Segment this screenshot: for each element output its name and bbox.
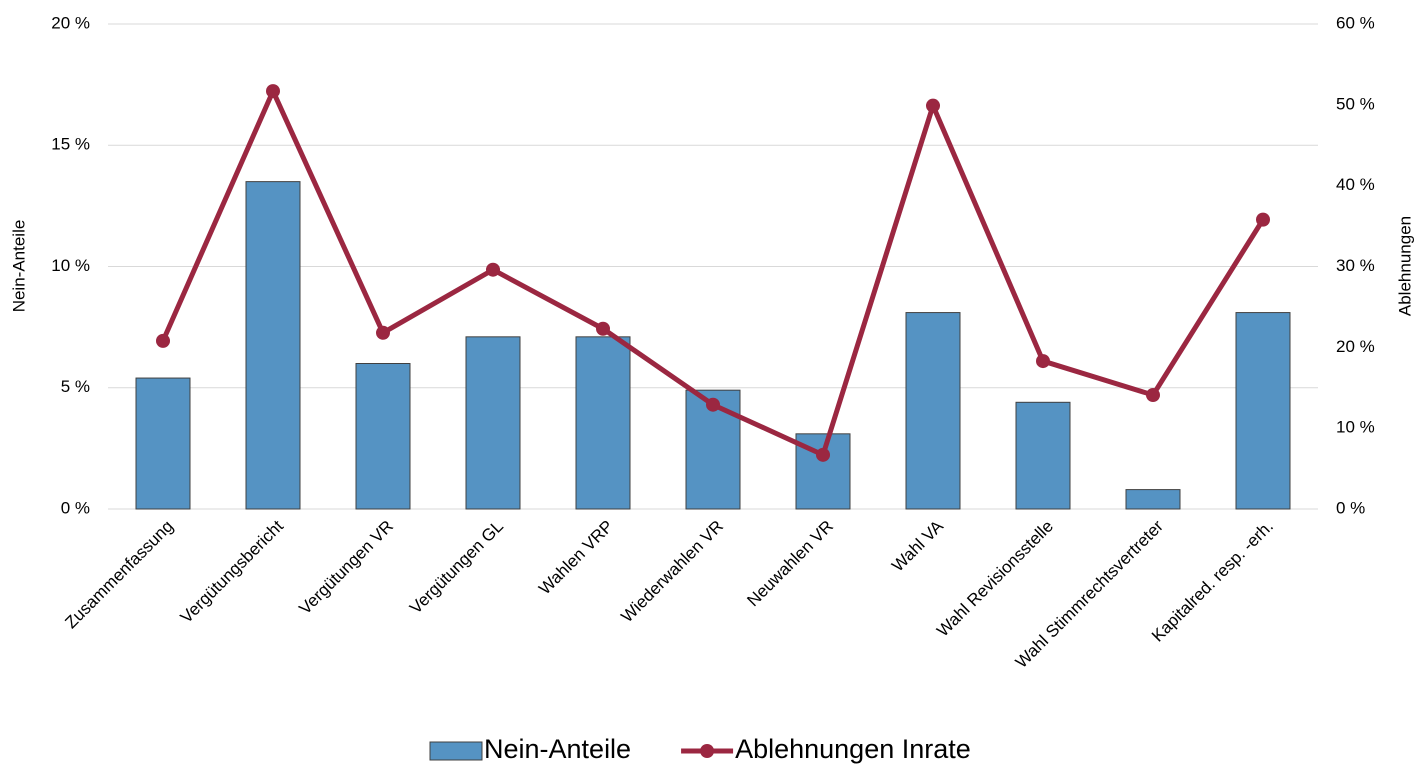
marker xyxy=(1036,354,1050,369)
x-tick-label: Wahl Revisionsstelle xyxy=(933,517,1057,641)
marker xyxy=(596,321,610,336)
x-tick-label: Zusammenfassung xyxy=(61,517,177,633)
x-tick-label: Wahl VA xyxy=(888,516,947,575)
x-tick-label: Vergütungen GL xyxy=(406,517,507,618)
x-tick-label: Wiederwahlen VR xyxy=(617,517,727,627)
y2-tick-label: 50 % xyxy=(1336,94,1375,113)
marker xyxy=(816,447,830,462)
legend-label: Nein-Anteile xyxy=(484,734,631,764)
y2-tick-label: 0 % xyxy=(1336,498,1365,517)
y-axis-title: Nein-Anteile xyxy=(9,220,28,313)
bar xyxy=(1015,401,1071,510)
y2-tick-label: 20 % xyxy=(1336,337,1375,356)
x-tick-label: Vergütungen VR xyxy=(295,517,397,619)
marker xyxy=(1256,212,1270,227)
marker xyxy=(156,333,170,348)
y-tick-label: 10 % xyxy=(51,256,90,275)
x-tick-label: Neuwahlen VR xyxy=(743,517,837,611)
bar xyxy=(245,181,301,510)
bar xyxy=(465,336,521,510)
marker xyxy=(706,397,720,412)
marker xyxy=(1146,388,1160,403)
marker xyxy=(376,325,390,340)
marker xyxy=(486,262,500,277)
y2-tick-label: 10 % xyxy=(1336,418,1375,437)
marker xyxy=(266,84,280,99)
legend-swatch xyxy=(429,741,483,761)
y-tick-label: 5 % xyxy=(61,377,90,396)
y-tick-label: 0 % xyxy=(61,498,90,517)
x-tick-label: Kapitalred. resp. -erh. xyxy=(1148,517,1277,646)
bar xyxy=(1235,312,1291,510)
marker xyxy=(926,98,940,113)
y2-tick-label: 60 % xyxy=(1336,13,1375,32)
y-tick-label: 20 % xyxy=(51,13,90,32)
bar xyxy=(135,377,191,510)
legend-label: Ablehnungen Inrate xyxy=(735,734,971,764)
x-tick-label: Wahlen VRP xyxy=(535,517,617,599)
bar xyxy=(355,363,411,510)
y-tick-label: 15 % xyxy=(51,135,90,154)
bar xyxy=(905,312,961,510)
y2-tick-label: 40 % xyxy=(1336,175,1375,194)
bar xyxy=(575,336,631,510)
y2-axis-title: Ablehnungen xyxy=(1395,216,1414,316)
x-tick-label: Vergütungsbericht xyxy=(177,516,288,627)
bar xyxy=(1125,489,1181,510)
y2-tick-label: 30 % xyxy=(1336,256,1375,275)
legend-marker xyxy=(700,744,715,758)
